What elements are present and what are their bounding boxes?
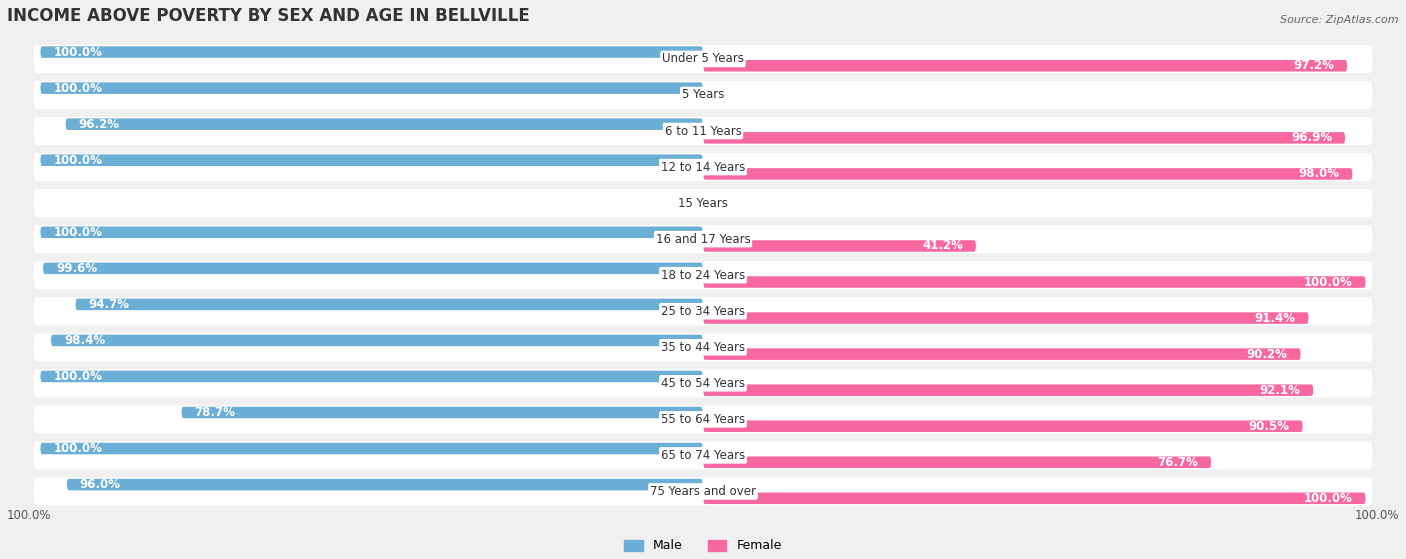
- FancyBboxPatch shape: [34, 442, 1372, 470]
- Text: 78.7%: 78.7%: [194, 406, 235, 419]
- FancyBboxPatch shape: [41, 82, 703, 94]
- Text: 100.0%: 100.0%: [53, 226, 103, 239]
- FancyBboxPatch shape: [41, 226, 703, 238]
- FancyBboxPatch shape: [703, 348, 1301, 360]
- Text: 5 Years: 5 Years: [682, 88, 724, 102]
- FancyBboxPatch shape: [41, 443, 703, 454]
- Text: 18 to 24 Years: 18 to 24 Years: [661, 269, 745, 282]
- Text: 100.0%: 100.0%: [1354, 509, 1399, 522]
- Text: 100.0%: 100.0%: [53, 442, 103, 455]
- Text: 90.2%: 90.2%: [1247, 348, 1288, 361]
- FancyBboxPatch shape: [34, 117, 1372, 145]
- Text: 41.2%: 41.2%: [922, 239, 963, 253]
- Text: 55 to 64 Years: 55 to 64 Years: [661, 413, 745, 426]
- Text: 100.0%: 100.0%: [7, 509, 52, 522]
- FancyBboxPatch shape: [66, 479, 703, 490]
- Text: 100.0%: 100.0%: [53, 46, 103, 59]
- FancyBboxPatch shape: [41, 371, 703, 382]
- Text: 92.1%: 92.1%: [1260, 383, 1301, 397]
- Text: 65 to 74 Years: 65 to 74 Years: [661, 449, 745, 462]
- FancyBboxPatch shape: [34, 189, 1372, 217]
- FancyBboxPatch shape: [703, 276, 1365, 288]
- FancyBboxPatch shape: [703, 132, 1346, 144]
- FancyBboxPatch shape: [34, 45, 1372, 73]
- FancyBboxPatch shape: [703, 60, 1347, 72]
- FancyBboxPatch shape: [34, 261, 1372, 289]
- FancyBboxPatch shape: [703, 492, 1365, 504]
- FancyBboxPatch shape: [703, 168, 1353, 179]
- FancyBboxPatch shape: [34, 81, 1372, 109]
- Text: Source: ZipAtlas.com: Source: ZipAtlas.com: [1281, 15, 1399, 25]
- FancyBboxPatch shape: [41, 154, 703, 166]
- FancyBboxPatch shape: [34, 477, 1372, 505]
- Text: 100.0%: 100.0%: [1303, 492, 1353, 505]
- Text: 96.2%: 96.2%: [79, 118, 120, 131]
- FancyBboxPatch shape: [65, 119, 703, 130]
- Text: 90.5%: 90.5%: [1249, 420, 1289, 433]
- Text: 98.0%: 98.0%: [1298, 167, 1340, 181]
- FancyBboxPatch shape: [34, 153, 1372, 181]
- Text: 15 Years: 15 Years: [678, 197, 728, 210]
- Text: 100.0%: 100.0%: [53, 82, 103, 94]
- FancyBboxPatch shape: [34, 333, 1372, 361]
- FancyBboxPatch shape: [41, 46, 703, 58]
- FancyBboxPatch shape: [51, 335, 703, 346]
- Text: 16 and 17 Years: 16 and 17 Years: [655, 233, 751, 245]
- FancyBboxPatch shape: [703, 385, 1313, 396]
- Text: 94.7%: 94.7%: [89, 298, 129, 311]
- Text: 100.0%: 100.0%: [53, 154, 103, 167]
- Text: 99.6%: 99.6%: [56, 262, 97, 275]
- Text: 45 to 54 Years: 45 to 54 Years: [661, 377, 745, 390]
- Text: 91.4%: 91.4%: [1254, 311, 1296, 325]
- Text: 75 Years and over: 75 Years and over: [650, 485, 756, 498]
- Text: 97.2%: 97.2%: [1294, 59, 1334, 72]
- FancyBboxPatch shape: [34, 405, 1372, 433]
- FancyBboxPatch shape: [42, 263, 703, 274]
- Text: 35 to 44 Years: 35 to 44 Years: [661, 341, 745, 354]
- Text: 12 to 14 Years: 12 to 14 Years: [661, 160, 745, 173]
- Text: 98.4%: 98.4%: [63, 334, 105, 347]
- Text: INCOME ABOVE POVERTY BY SEX AND AGE IN BELLVILLE: INCOME ABOVE POVERTY BY SEX AND AGE IN B…: [7, 7, 530, 25]
- Text: 76.7%: 76.7%: [1157, 456, 1198, 469]
- Text: Under 5 Years: Under 5 Years: [662, 53, 744, 65]
- Text: 100.0%: 100.0%: [53, 370, 103, 383]
- FancyBboxPatch shape: [181, 407, 703, 418]
- Text: 96.9%: 96.9%: [1291, 131, 1331, 144]
- FancyBboxPatch shape: [34, 369, 1372, 397]
- FancyBboxPatch shape: [703, 312, 1309, 324]
- FancyBboxPatch shape: [34, 297, 1372, 325]
- FancyBboxPatch shape: [76, 299, 703, 310]
- Text: 96.0%: 96.0%: [80, 478, 121, 491]
- FancyBboxPatch shape: [703, 240, 976, 252]
- Text: 100.0%: 100.0%: [1303, 276, 1353, 288]
- Text: 25 to 34 Years: 25 to 34 Years: [661, 305, 745, 318]
- FancyBboxPatch shape: [703, 457, 1212, 468]
- Text: 6 to 11 Years: 6 to 11 Years: [665, 125, 741, 138]
- FancyBboxPatch shape: [34, 225, 1372, 253]
- FancyBboxPatch shape: [703, 420, 1303, 432]
- Legend: Male, Female: Male, Female: [619, 534, 787, 557]
